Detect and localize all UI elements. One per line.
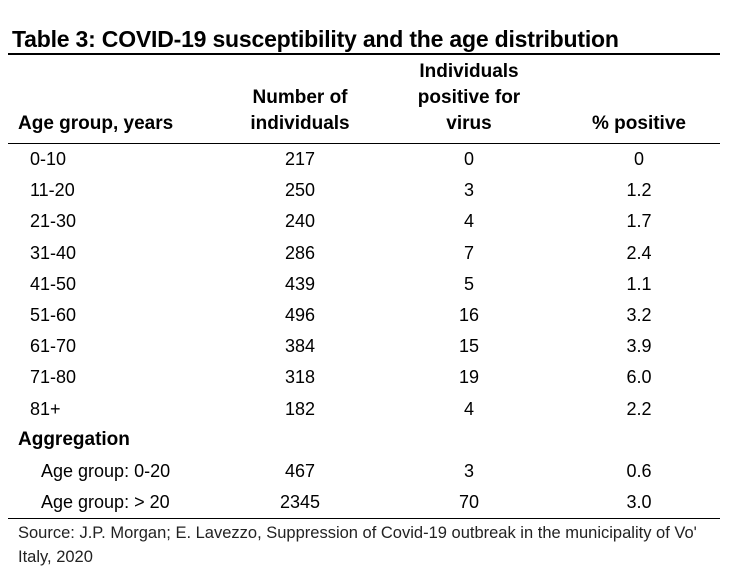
cell-age: 11-20 — [30, 180, 75, 201]
cell-percent: 3.9 — [626, 336, 652, 357]
header-percent: % positive — [558, 55, 720, 144]
aggregation-heading-row: Aggregation — [8, 425, 720, 456]
cell-percent: 6.0 — [626, 367, 652, 388]
cell-age: 71-80 — [30, 367, 77, 388]
cell-age: 0-10 — [30, 149, 67, 170]
header-positive-line1: Individuals — [419, 61, 519, 82]
cell-age: 61-70 — [30, 336, 77, 357]
cell-number: 182 — [284, 398, 316, 419]
cell-positive: 4 — [463, 398, 474, 419]
table-row: 0-10 217 0 0 — [8, 144, 720, 176]
cell-positive: 16 — [458, 305, 480, 326]
cell-percent: 1.2 — [626, 180, 652, 201]
cell-age: 41-50 — [30, 273, 77, 294]
bottom-rule — [8, 518, 720, 520]
cell-number: 318 — [284, 367, 316, 388]
aggregation-heading: Aggregation — [18, 429, 130, 451]
cell-percent: 0.6 — [626, 460, 652, 481]
table-row: 51-60 496 16 3.2 — [8, 300, 720, 331]
cell-percent: 3.2 — [626, 305, 652, 326]
cell-number: 217 — [284, 149, 316, 170]
cell-number: 384 — [284, 336, 316, 357]
cell-age: Age group: > 20 — [41, 492, 170, 513]
header-number-line1: Number of — [252, 87, 348, 108]
cell-number: 240 — [284, 211, 316, 232]
cell-number: 286 — [284, 242, 316, 263]
table-row: 61-70 384 15 3.9 — [8, 331, 720, 362]
cell-percent: 3.0 — [626, 492, 652, 513]
cell-positive: 15 — [458, 336, 480, 357]
cell-number: 2345 — [279, 492, 321, 513]
header-age-group: Age group, years — [8, 55, 220, 144]
cell-positive: 5 — [463, 273, 474, 294]
cell-number: 439 — [284, 273, 316, 294]
title-rule — [8, 53, 720, 55]
header-positive: Individuals positive for virus — [380, 55, 558, 144]
cell-positive: 4 — [463, 211, 474, 232]
cell-percent: 0 — [633, 149, 644, 170]
source-note: Source: J.P. Morgan; E. Lavezzo, Suppres… — [18, 524, 697, 567]
cell-age: 31-40 — [30, 242, 77, 263]
table-title: Table 3: COVID-19 susceptibility and the… — [12, 26, 619, 52]
cell-percent: 1.7 — [626, 211, 652, 232]
cell-percent: 2.4 — [626, 242, 652, 263]
header-positive-line2: positive for — [417, 87, 521, 108]
cell-positive: 70 — [458, 492, 480, 513]
table-row: Age group: > 20 2345 70 3.0 — [8, 487, 720, 518]
cell-percent: 1.1 — [626, 273, 652, 294]
header-positive-line3: virus — [446, 113, 492, 134]
table-row: 31-40 286 7 2.4 — [8, 238, 720, 269]
table-row: 41-50 439 5 1.1 — [8, 269, 720, 300]
age-distribution-table: Age group, years Number of individuals I… — [8, 55, 720, 518]
cell-number: 467 — [284, 460, 316, 481]
header-number: Number of individuals — [220, 55, 380, 144]
cell-age: 51-60 — [30, 305, 77, 326]
cell-positive: 0 — [463, 149, 474, 170]
header-row: Age group, years Number of individuals I… — [8, 55, 720, 144]
table-container: Table 3: COVID-19 susceptibility and the… — [8, 26, 720, 569]
cell-percent: 2.2 — [626, 398, 652, 419]
cell-positive: 3 — [463, 460, 474, 481]
table-row: 11-20 250 3 1.2 — [8, 175, 720, 206]
table-row: 71-80 318 19 6.0 — [8, 362, 720, 393]
table-row: 21-30 240 4 1.7 — [8, 206, 720, 237]
cell-positive: 19 — [458, 367, 480, 388]
cell-age: 81+ — [30, 398, 61, 419]
table-row: 81+ 182 4 2.2 — [8, 394, 720, 425]
cell-number: 496 — [284, 305, 316, 326]
cell-age: Age group: 0-20 — [41, 460, 171, 481]
cell-positive: 3 — [463, 180, 474, 201]
header-percent-label: % positive — [592, 113, 686, 134]
header-age-label: Age group, years — [18, 113, 174, 134]
header-number-line2: individuals — [250, 113, 350, 134]
cell-age: 21-30 — [30, 211, 77, 232]
table-row: Age group: 0-20 467 3 0.6 — [8, 456, 720, 487]
cell-number: 250 — [284, 180, 316, 201]
cell-positive: 7 — [463, 242, 474, 263]
